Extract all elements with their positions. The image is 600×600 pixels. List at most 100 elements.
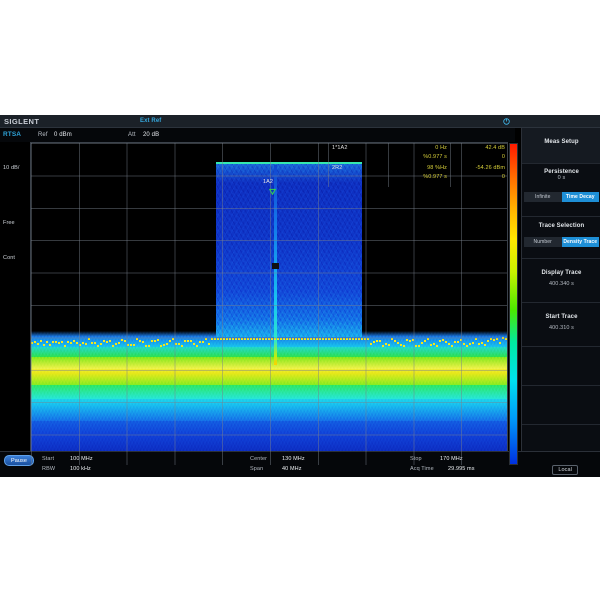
noise-band-green-upper bbox=[31, 353, 507, 369]
peak-trace-point bbox=[451, 345, 453, 347]
peak-trace-point bbox=[430, 343, 432, 346]
peak-trace-point bbox=[184, 339, 186, 342]
peak-trace-point bbox=[379, 339, 381, 342]
rtsa-mode-indicator: RTSA bbox=[3, 131, 22, 138]
menu-item-start-trace[interactable]: Start Trace 400.310 s bbox=[522, 303, 600, 347]
local-button[interactable]: Local bbox=[552, 465, 578, 475]
peak-trace-point bbox=[337, 338, 339, 340]
peak-trace-point bbox=[34, 341, 36, 344]
attenuation-value[interactable]: 20 dB bbox=[143, 132, 160, 138]
peak-trace-point bbox=[427, 338, 429, 341]
peak-trace-point bbox=[448, 343, 450, 345]
peak-trace-point bbox=[40, 340, 42, 343]
peak-trace-point bbox=[190, 340, 192, 343]
menu-item-blank-1[interactable] bbox=[522, 347, 600, 386]
spectrum-analyzer-screen: SIGLENT Ext Ref RTSA Ref 0 dBm Att 20 dB… bbox=[0, 115, 600, 477]
menu-item-persistence[interactable]: Persistence 0 s Infinite Time Decay bbox=[522, 164, 600, 217]
peak-trace-point bbox=[472, 342, 474, 345]
peak-trace-point bbox=[52, 341, 54, 344]
siglent-logo: SIGLENT bbox=[4, 117, 40, 126]
peak-trace-point bbox=[271, 338, 273, 340]
persistence-toggle[interactable]: Infinite Time Decay bbox=[524, 192, 599, 202]
power-icon[interactable] bbox=[503, 118, 510, 125]
peak-trace-point bbox=[133, 344, 135, 347]
peak-trace-point bbox=[241, 338, 243, 340]
peak-trace-point bbox=[301, 338, 303, 340]
peak-trace-point bbox=[334, 338, 336, 340]
peak-trace-point bbox=[274, 338, 276, 340]
ext-ref-indicator: Ext Ref bbox=[140, 118, 162, 124]
peak-trace-point bbox=[469, 343, 471, 345]
peak-trace-point bbox=[145, 345, 147, 347]
peak-trace-point bbox=[304, 338, 306, 340]
persistence-toggle-time-decay[interactable]: Time Decay bbox=[561, 192, 599, 202]
peak-trace-point bbox=[283, 338, 285, 340]
peak-trace-point bbox=[265, 338, 267, 340]
persistence-toggle-infinite[interactable]: Infinite bbox=[524, 192, 562, 202]
peak-trace-point bbox=[277, 338, 279, 340]
peak-trace-point bbox=[454, 340, 456, 343]
peak-trace-point bbox=[58, 342, 60, 345]
peak-trace-point bbox=[475, 338, 477, 341]
peak-trace-point bbox=[70, 342, 72, 345]
peak-trace-point bbox=[445, 341, 447, 344]
stop-freq-value[interactable]: 170 MHz bbox=[440, 456, 463, 462]
spectrum-plot-area[interactable]: 1A2 bbox=[30, 142, 508, 466]
peak-trace-point bbox=[415, 345, 417, 347]
peak-trace-point bbox=[229, 338, 231, 340]
peak-trace-point bbox=[127, 344, 129, 347]
peak-trace-point bbox=[214, 338, 216, 340]
peak-trace-point bbox=[319, 338, 321, 340]
peak-trace-point bbox=[328, 338, 330, 340]
pause-button[interactable]: Pause bbox=[4, 455, 34, 466]
peak-trace-point bbox=[484, 344, 486, 347]
menu-item-meas-setup[interactable]: Meas Setup bbox=[522, 128, 600, 164]
trace-toggle-density[interactable]: Density Trace bbox=[561, 237, 599, 247]
menu-item-trace-selection[interactable]: Trace Selection Number Density Trace bbox=[522, 217, 600, 259]
peak-trace-point bbox=[493, 338, 495, 341]
peak-trace-point bbox=[205, 338, 207, 341]
marker-triangle-icon[interactable] bbox=[269, 188, 276, 195]
peak-trace-point bbox=[295, 338, 297, 340]
peak-trace-point bbox=[235, 338, 237, 340]
peak-trace-point bbox=[223, 338, 225, 340]
peak-trace-point bbox=[124, 340, 126, 343]
menu-item-start-trace-label: Start Trace bbox=[545, 314, 578, 320]
peak-trace-point bbox=[232, 338, 234, 340]
menu-item-persistence-value: 0 s bbox=[557, 175, 566, 181]
trace-toggle-number[interactable]: Number bbox=[524, 237, 562, 247]
peak-trace-point bbox=[250, 338, 252, 340]
peak-trace-point bbox=[202, 341, 204, 344]
peak-trace-point bbox=[355, 338, 357, 340]
peak-trace-point bbox=[118, 342, 120, 345]
peak-trace-point bbox=[313, 338, 315, 340]
trigger-mode-label: Free bbox=[3, 220, 15, 226]
scale-per-division-label: 10 dB/ bbox=[3, 165, 20, 171]
peak-trace-point bbox=[478, 342, 480, 345]
menu-item-persistence-label: Persistence bbox=[544, 169, 579, 175]
trace-selection-toggle[interactable]: Number Density Trace bbox=[524, 237, 599, 247]
ref-level-value[interactable]: 0 dBm bbox=[54, 132, 72, 138]
menu-item-display-trace[interactable]: Display Trace 400.340 s bbox=[522, 259, 600, 303]
span-value[interactable]: 40 MHz bbox=[282, 466, 302, 472]
menu-item-blank-2[interactable] bbox=[522, 386, 600, 425]
peak-trace-point bbox=[157, 338, 159, 341]
ref-level-label: Ref bbox=[38, 132, 48, 138]
peak-trace-point bbox=[382, 345, 384, 347]
peak-trace-point bbox=[433, 343, 435, 346]
rbw-value[interactable]: 100 kHz bbox=[70, 466, 91, 472]
peak-trace-point bbox=[343, 338, 345, 340]
acq-time-value[interactable]: 29.995 ms bbox=[448, 466, 475, 472]
peak-trace-point bbox=[37, 343, 39, 346]
peak-trace-point bbox=[487, 340, 489, 343]
peak-trace-point bbox=[175, 343, 177, 346]
peak-trace-point bbox=[496, 338, 498, 341]
peak-trace-point bbox=[340, 338, 342, 340]
center-freq-value[interactable]: 130 MHz bbox=[282, 456, 305, 462]
peak-trace-point bbox=[481, 341, 483, 344]
start-freq-value[interactable]: 100 MHz bbox=[70, 456, 93, 462]
status-bar: Pause Start 100 MHz RBW 100 kHz Center 1… bbox=[0, 451, 600, 477]
peak-trace-point bbox=[100, 342, 102, 345]
peak-trace-point bbox=[208, 343, 210, 346]
